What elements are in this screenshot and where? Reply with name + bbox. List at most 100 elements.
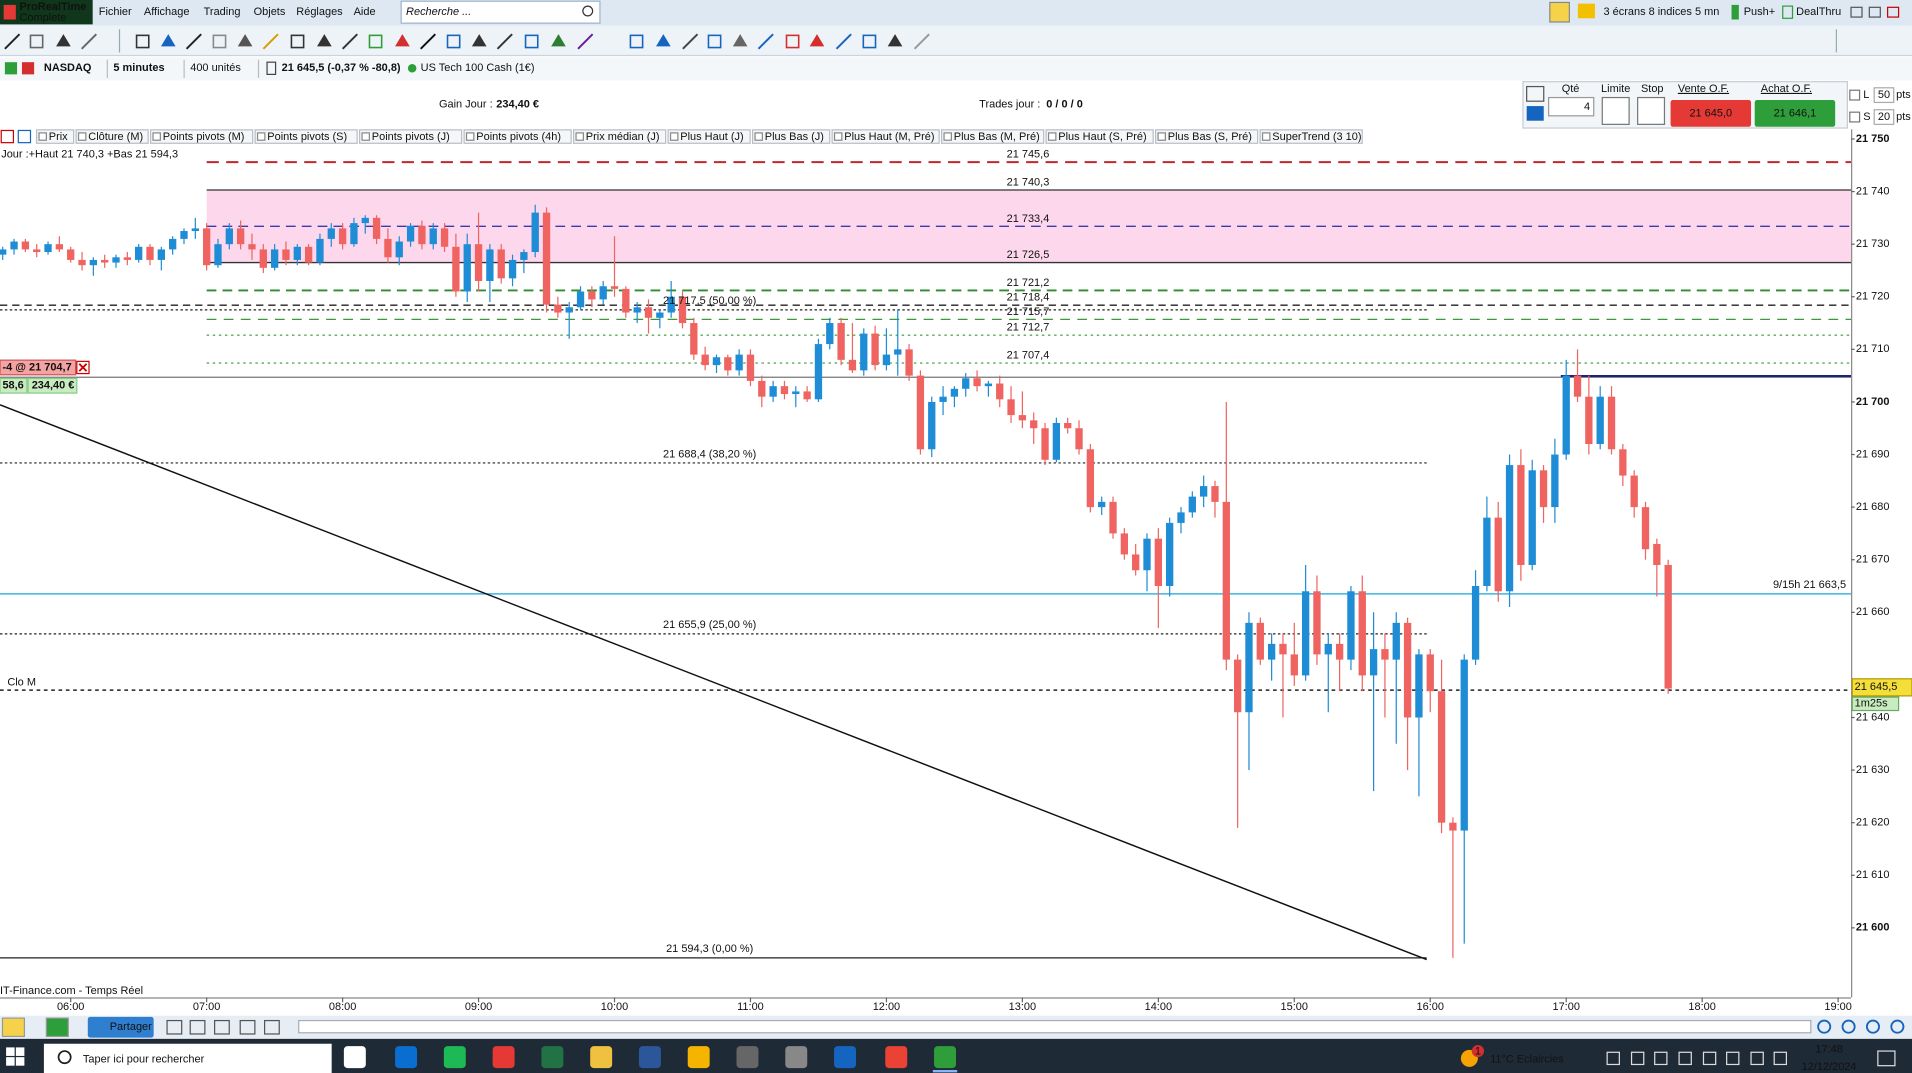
tool-icon[interactable] bbox=[629, 34, 644, 49]
tool-icon[interactable] bbox=[707, 34, 722, 49]
tool-icon[interactable] bbox=[862, 34, 877, 49]
scrollbar[interactable] bbox=[298, 1019, 1812, 1034]
window-button[interactable] bbox=[1887, 6, 1900, 18]
bottom-icon[interactable] bbox=[263, 1019, 280, 1035]
taskbar-app[interactable] bbox=[834, 1046, 857, 1069]
tool-icon[interactable] bbox=[56, 34, 71, 47]
notification-icon[interactable] bbox=[1877, 1050, 1896, 1067]
tool-icon[interactable] bbox=[656, 34, 671, 47]
qty-label: Qté bbox=[1562, 83, 1580, 95]
tool-icon[interactable] bbox=[290, 34, 305, 49]
indicator-button[interactable] bbox=[1045, 129, 1154, 144]
tool-icon[interactable] bbox=[551, 34, 566, 47]
pts-input[interactable] bbox=[1873, 109, 1895, 125]
taskbar-app[interactable] bbox=[492, 1046, 515, 1069]
taskbar-app[interactable] bbox=[785, 1046, 808, 1069]
window-button[interactable] bbox=[1850, 6, 1863, 18]
top-right-item[interactable]: 3 écrans 8 indices 5 mn bbox=[1603, 6, 1719, 18]
top-right-item[interactable]: Push+ bbox=[1744, 6, 1775, 18]
tray-icon[interactable] bbox=[1750, 1051, 1764, 1066]
indicator-button[interactable] bbox=[751, 129, 831, 144]
tool-icon[interactable] bbox=[809, 34, 825, 47]
tray-icon[interactable] bbox=[1630, 1051, 1645, 1066]
checkbox[interactable] bbox=[1849, 89, 1861, 101]
search-box[interactable] bbox=[400, 0, 601, 24]
indicator-button[interactable] bbox=[941, 129, 1045, 144]
limit-button[interactable] bbox=[1601, 96, 1630, 125]
tray-icon[interactable] bbox=[1773, 1051, 1788, 1066]
bottom-icon[interactable] bbox=[189, 1019, 206, 1035]
menu-item[interactable]: Aide bbox=[354, 6, 376, 18]
share-button[interactable] bbox=[87, 1016, 154, 1038]
tray-icon[interactable] bbox=[1702, 1051, 1717, 1066]
instrument-market[interactable]: NASDAQ bbox=[44, 62, 92, 74]
instrument-units[interactable]: 400 unités bbox=[190, 62, 241, 74]
indicator-button[interactable] bbox=[667, 129, 751, 144]
bottom-icon[interactable] bbox=[1, 1017, 25, 1038]
menu-item[interactable]: Objets bbox=[254, 6, 286, 18]
indicator-button[interactable] bbox=[254, 129, 358, 144]
pts-input[interactable] bbox=[1873, 87, 1895, 104]
taskbar-app[interactable] bbox=[638, 1046, 661, 1069]
taskbar-app[interactable] bbox=[736, 1046, 759, 1069]
zoom-icon[interactable] bbox=[1841, 1019, 1856, 1034]
tool-icon[interactable] bbox=[395, 34, 410, 47]
menu-item[interactable]: Réglages bbox=[296, 6, 343, 18]
top-icon[interactable] bbox=[1577, 3, 1595, 19]
taskbar-app[interactable] bbox=[395, 1046, 418, 1069]
tool-icon[interactable] bbox=[368, 34, 383, 49]
indicator-button[interactable] bbox=[831, 129, 940, 144]
taskbar-app[interactable] bbox=[687, 1046, 710, 1069]
tool-icon[interactable] bbox=[887, 34, 903, 47]
indicator-button[interactable] bbox=[149, 129, 254, 144]
taskbar-app[interactable] bbox=[541, 1046, 564, 1069]
qty-input[interactable] bbox=[1548, 96, 1595, 117]
tray-icon[interactable] bbox=[1726, 1051, 1740, 1066]
tool-icon[interactable] bbox=[446, 34, 461, 49]
taskbar-search[interactable] bbox=[43, 1043, 332, 1073]
tool-icon[interactable] bbox=[237, 34, 253, 47]
tool-icon[interactable] bbox=[135, 34, 150, 49]
window-button[interactable] bbox=[1868, 6, 1881, 18]
indicator-button[interactable] bbox=[1259, 129, 1363, 144]
sell-button[interactable] bbox=[1670, 99, 1752, 127]
checkbox[interactable] bbox=[1849, 111, 1861, 123]
zoom-icon[interactable] bbox=[1865, 1019, 1880, 1034]
tray-icon[interactable] bbox=[1606, 1051, 1620, 1066]
indicator-button[interactable] bbox=[358, 129, 463, 144]
buy-button[interactable] bbox=[1754, 99, 1836, 127]
tool-icon[interactable] bbox=[524, 34, 539, 49]
indicator-button[interactable] bbox=[75, 129, 149, 144]
stop-button[interactable] bbox=[1637, 96, 1666, 125]
indicator-button[interactable] bbox=[1155, 129, 1259, 144]
tray-icon[interactable] bbox=[1678, 1051, 1692, 1066]
tool-icon[interactable] bbox=[317, 34, 332, 47]
taskbar-app[interactable] bbox=[934, 1046, 956, 1069]
tool-icon[interactable] bbox=[471, 34, 487, 47]
indicator-button[interactable] bbox=[463, 129, 572, 144]
menu-item[interactable]: Affichage bbox=[144, 6, 190, 18]
taskbar-app[interactable] bbox=[885, 1046, 908, 1069]
bottom-icon[interactable] bbox=[239, 1019, 256, 1035]
top-icon[interactable] bbox=[1549, 1, 1570, 23]
indicator-button[interactable] bbox=[572, 129, 667, 144]
tool-icon[interactable] bbox=[160, 34, 176, 47]
bottom-icon[interactable] bbox=[214, 1019, 230, 1035]
y-tick-label: 21 680 bbox=[1856, 501, 1890, 513]
tool-icon[interactable] bbox=[29, 34, 44, 49]
bottom-icon[interactable] bbox=[45, 1017, 69, 1038]
tray-icon[interactable] bbox=[1654, 1051, 1668, 1066]
menu-item[interactable]: Fichier bbox=[99, 6, 132, 18]
instrument-period[interactable]: 5 minutes bbox=[113, 62, 164, 74]
taskbar-app[interactable] bbox=[343, 1046, 366, 1069]
tool-icon[interactable] bbox=[212, 34, 227, 49]
taskbar-app[interactable] bbox=[443, 1046, 466, 1069]
taskbar-app[interactable] bbox=[590, 1046, 613, 1069]
top-right-item[interactable]: DealThru bbox=[1796, 6, 1841, 18]
tool-icon[interactable] bbox=[732, 34, 748, 47]
zoom-icon[interactable] bbox=[1817, 1019, 1832, 1034]
tool-icon[interactable] bbox=[785, 34, 800, 49]
menu-item[interactable]: Trading bbox=[204, 6, 241, 18]
bottom-icon[interactable] bbox=[166, 1019, 183, 1035]
zoom-icon[interactable] bbox=[1890, 1019, 1905, 1034]
